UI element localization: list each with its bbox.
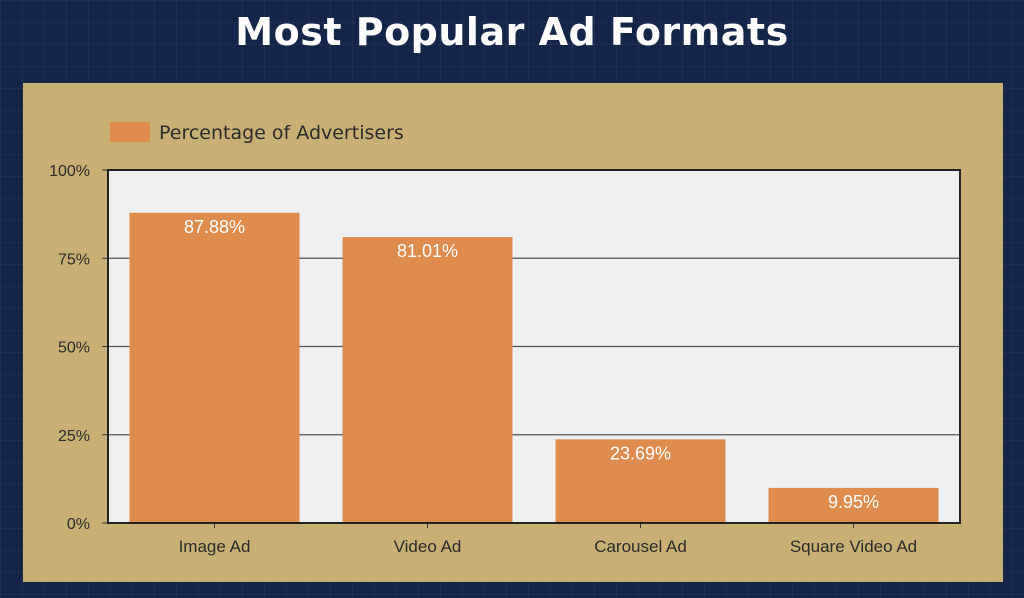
chart-title: Most Popular Ad Formats [235, 10, 789, 54]
y-tick-label: 75% [58, 251, 90, 268]
y-tick-label: 25% [58, 428, 90, 445]
bar-image-ad [129, 212, 300, 523]
data-label: 81.01% [397, 241, 458, 261]
legend-label: Percentage of Advertisers [159, 122, 404, 144]
legend-swatch [110, 122, 150, 142]
x-tick-label: Video Ad [394, 537, 462, 556]
bar-carousel-ad [555, 439, 726, 523]
x-tick-label: Carousel Ad [594, 537, 687, 556]
data-label: 23.69% [610, 443, 671, 463]
y-tick-label: 0% [67, 516, 90, 533]
y-tick-label: 100% [49, 163, 90, 180]
x-tick-label: Square Video Ad [790, 537, 917, 556]
data-label: 87.88% [184, 217, 245, 237]
data-label: 9.95% [828, 492, 879, 512]
y-tick-label: 50% [58, 340, 90, 357]
x-tick-label: Image Ad [179, 537, 251, 556]
bar-square-video-ad [768, 487, 939, 523]
bar-video-ad [342, 237, 513, 523]
plot-border [107, 169, 961, 524]
